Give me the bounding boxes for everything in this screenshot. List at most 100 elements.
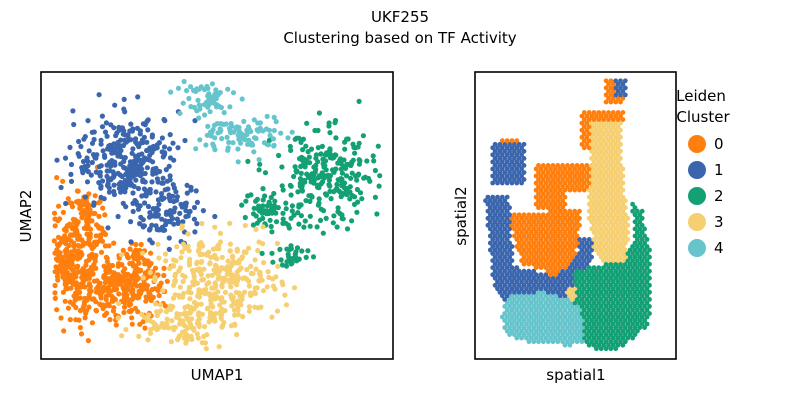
spatial-spot-cluster-1: [485, 208, 491, 214]
spatial-spot-cluster-0: [586, 124, 592, 129]
spatial-spot-cluster-0: [603, 85, 609, 91]
spatial-spot-cluster-0: [586, 138, 592, 144]
spatial-spot-cluster-3: [596, 131, 602, 137]
spatial-spot-cluster-2: [589, 297, 594, 302]
spatial-spot-cluster-3: [620, 166, 626, 172]
umap-point-cluster-4: [271, 142, 277, 148]
spatial-spot-cluster-0: [555, 205, 561, 211]
spatial-spot-cluster-3: [606, 166, 611, 172]
spatial-spot-cluster-0: [555, 233, 561, 239]
spatial-spot-cluster-1: [490, 230, 496, 235]
spatial-spot-cluster-1: [490, 159, 496, 165]
spatial-spot-cluster-4: [521, 297, 527, 302]
umap-point-cluster-1: [82, 134, 88, 140]
spatial-spot-cluster-0: [610, 110, 616, 115]
spatial-spot-cluster-4: [572, 321, 578, 327]
spatial-spot-cluster-1: [502, 148, 508, 154]
umap-point-cluster-2: [320, 230, 326, 236]
spatial-spot-cluster-2: [591, 342, 597, 348]
spatial-spot-cluster-4: [540, 332, 546, 337]
umap-point-cluster-2: [333, 135, 339, 141]
umap-point-cluster-2: [273, 219, 280, 225]
umap-point-cluster-1: [130, 190, 136, 196]
spatial-spot-cluster-1: [507, 254, 512, 260]
spatial-spot-cluster-0: [610, 81, 616, 87]
spatial-spot-cluster-0: [550, 198, 556, 204]
umap-point-cluster-2: [352, 194, 358, 200]
spatial-spot-cluster-0: [579, 134, 585, 140]
umap-point-cluster-2: [296, 221, 302, 227]
spatial-spot-cluster-0: [533, 180, 539, 186]
umap-point-cluster-2: [242, 214, 248, 221]
umap-point-cluster-1: [145, 203, 152, 210]
umap-point-cluster-2: [295, 210, 301, 216]
spatial-spot-cluster-1: [492, 148, 498, 154]
spatial-spot-cluster-1: [553, 279, 558, 285]
spatial-spot-cluster-2: [586, 272, 592, 278]
spatial-spot-cluster-2: [618, 268, 623, 274]
spatial-spot-cluster-0: [598, 113, 604, 119]
spatial-spot-cluster-1: [512, 148, 517, 154]
spatial-spot-cluster-4: [528, 293, 534, 299]
spatial-spot-cluster-2: [637, 304, 643, 309]
umap-point-cluster-2: [275, 205, 281, 211]
umap-point-cluster-2: [288, 183, 294, 189]
spatial-spot-cluster-4: [574, 311, 580, 316]
spatial-spot-cluster-0: [514, 138, 520, 144]
spatial-spot-cluster-2: [622, 318, 628, 323]
spatial-spot-cluster-2: [577, 293, 582, 299]
spatial-spot-cluster-0: [615, 96, 621, 101]
spatial-spot-cluster-3: [589, 191, 594, 197]
umap-point-cluster-2: [294, 245, 301, 251]
spatial-spot-cluster-2: [603, 297, 609, 302]
spatial-spot-cluster-3: [589, 205, 594, 211]
spatial-spot-cluster-0: [581, 187, 587, 193]
spatial-spot-cluster-1: [545, 282, 551, 288]
spatial-spot-cluster-0: [553, 187, 558, 193]
umap-point-cluster-0: [60, 178, 66, 184]
spatial-spot-cluster-1: [531, 268, 537, 274]
spatial-spot-cluster-2: [620, 314, 626, 320]
spatial-spot-cluster-2: [589, 332, 594, 337]
umap-point-cluster-0: [82, 315, 88, 321]
umap-point-cluster-3: [150, 319, 156, 325]
spatial-spot-cluster-0: [512, 233, 517, 239]
spatial-spot-cluster-2: [618, 261, 623, 267]
umap-point-cluster-3: [177, 284, 183, 290]
umap-point-cluster-1: [142, 155, 148, 161]
spatial-spot-cluster-0: [606, 96, 611, 101]
spatial-spot-cluster-1: [615, 81, 621, 87]
umap-point-cluster-1: [118, 153, 124, 160]
spatial-spot-cluster-4: [545, 325, 551, 330]
umap-point-cluster-0: [64, 264, 70, 270]
umap-point-cluster-0: [111, 240, 117, 246]
spatial-spot-cluster-0: [615, 117, 621, 122]
spatial-spot-cluster-4: [579, 332, 585, 337]
spatial-spot-cluster-2: [630, 307, 635, 313]
spatial-spot-cluster-0: [606, 81, 611, 87]
spatial-spot-cluster-0: [531, 233, 537, 239]
spatial-spot-cluster-2: [622, 275, 628, 281]
spatial-spot-cluster-2: [591, 272, 597, 278]
spatial-spot-cluster-4: [560, 311, 565, 316]
umap-point-cluster-1: [159, 135, 165, 141]
umap-point-cluster-4: [221, 121, 227, 127]
spatial-spot-cluster-0: [548, 230, 553, 235]
spatial-spot-cluster-2: [630, 300, 635, 306]
umap-point-cluster-2: [307, 223, 313, 229]
spatial-spot-cluster-2: [610, 335, 616, 341]
umap-point-cluster-2: [259, 250, 265, 256]
umap-point-cluster-2: [343, 173, 350, 179]
spatial-spot-cluster-0: [531, 212, 537, 218]
umap-point-cluster-1: [125, 168, 131, 174]
umap-point-cluster-3: [274, 240, 280, 246]
umap-point-cluster-4: [216, 103, 222, 109]
spatial-spot-cluster-2: [639, 300, 645, 306]
spatial-spot-cluster-2: [637, 318, 643, 323]
spatial-spot-cluster-3: [608, 177, 614, 182]
spatial-spot-cluster-1: [497, 254, 503, 260]
umap-point-cluster-3: [123, 327, 129, 333]
spatial-spot-cluster-4: [565, 311, 570, 316]
spatial-spot-cluster-3: [589, 148, 594, 154]
umap-point-cluster-1: [147, 187, 153, 193]
